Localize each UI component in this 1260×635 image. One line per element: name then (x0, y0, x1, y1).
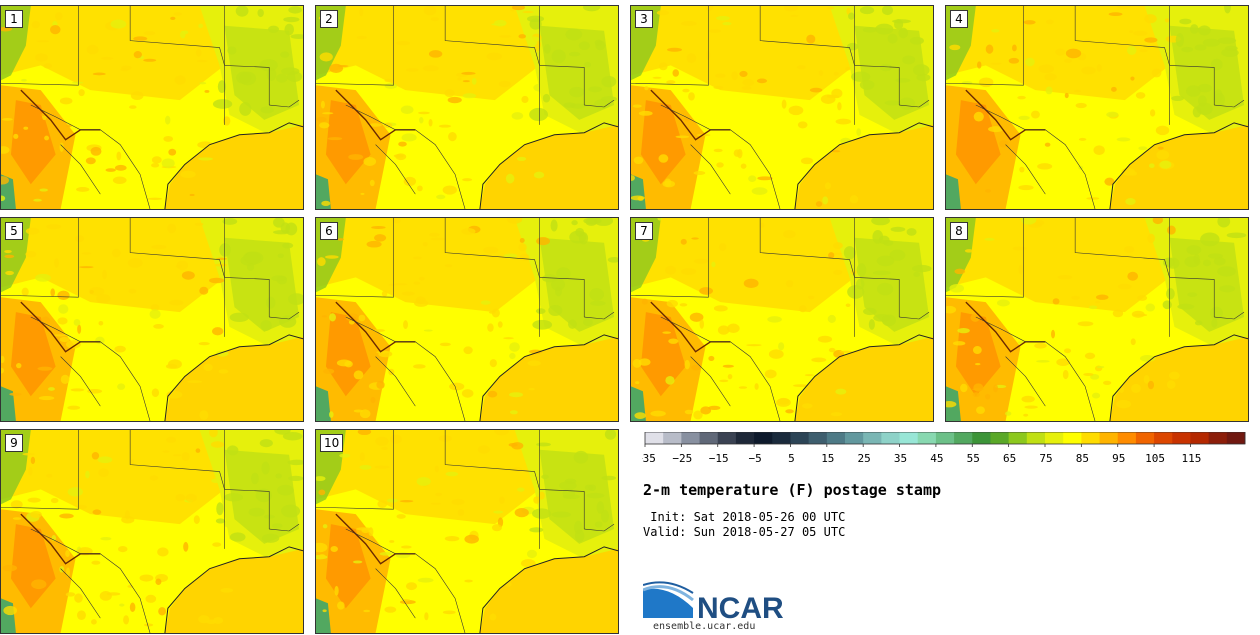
colorbar-tick-label: 15 (821, 452, 834, 465)
colorbar-swatch (1190, 432, 1210, 444)
colorbar-tick-label: 115 (1182, 452, 1202, 465)
colorbar-tick-label: 95 (1112, 452, 1125, 465)
colorbar-swatch (863, 432, 882, 444)
map-panel-6: 6 (315, 217, 619, 422)
colorbar-swatch (1026, 432, 1046, 444)
colorbar-frame (644, 432, 1246, 445)
panel-number: 10 (320, 434, 344, 452)
colorbar-swatch (826, 432, 846, 444)
logo-text: NCAR (697, 592, 784, 622)
colorbar-swatch (790, 432, 810, 444)
colorbar-tick-label: 65 (1003, 452, 1016, 465)
map-panel-7: 7 (630, 217, 934, 422)
colorbar-swatch (1008, 432, 1028, 444)
colorbar-swatch (1081, 432, 1100, 444)
colorbar-tick-label: −35 (642, 452, 656, 465)
colorbar-swatch (645, 432, 664, 444)
colorbar-swatch (935, 432, 955, 444)
colorbar-swatch (990, 432, 1010, 444)
colorbar-swatch (1135, 432, 1155, 444)
colorbar-swatch (881, 432, 900, 444)
colorbar-tick-label: −25 (672, 452, 692, 465)
panel-number: 6 (320, 222, 338, 240)
colorbar-tick-label: 105 (1145, 452, 1165, 465)
map-panel-4: 4 (945, 5, 1249, 210)
init-time: Init: Sat 2018-05-26 00 UTC (643, 510, 846, 524)
colorbar-swatch (972, 432, 991, 444)
colorbar-swatch (1154, 432, 1173, 444)
colorbar-swatch (699, 432, 719, 444)
colorbar-swatch (1117, 432, 1137, 444)
panel-number: 5 (5, 222, 23, 240)
colorbar-swatch (663, 432, 682, 444)
colorbar-swatch (1226, 432, 1246, 444)
colorbar-swatch (808, 432, 828, 444)
panel-number: 7 (635, 222, 653, 240)
colorbar-swatch (1045, 432, 1064, 444)
colorbar-tick-label: −5 (748, 452, 761, 465)
colorbar-swatch (1099, 432, 1119, 444)
colorbar-swatch (754, 432, 773, 444)
colorbar-tick-label: −15 (709, 452, 729, 465)
map-panel-9: 9 (0, 429, 304, 634)
colorbar-swatch (681, 432, 700, 444)
panel-number: 1 (5, 10, 23, 28)
valid-time: Valid: Sun 2018-05-27 05 UTC (643, 525, 846, 539)
ncar-logo: NCAR (643, 581, 784, 622)
colorbar-tick-label: 85 (1076, 452, 1089, 465)
panel-number: 2 (320, 10, 338, 28)
colorbar-swatch (954, 432, 973, 444)
map-panel-1: 1 (0, 5, 304, 210)
panel-number: 4 (950, 10, 968, 28)
colorbar-swatch (899, 432, 919, 444)
chart-title: 2-m temperature (F) postage stamp (643, 481, 942, 499)
colorbar-tick-label: 55 (967, 452, 980, 465)
colorbar-swatch (735, 432, 755, 444)
panel-number: 3 (635, 10, 653, 28)
colorbar-tick-label: 35 (894, 452, 907, 465)
colorbar-tick-label: 5 (788, 452, 795, 465)
map-panel-8: 8 (945, 217, 1249, 422)
map-panel-3: 3 (630, 5, 934, 210)
colorbar-swatch (917, 432, 937, 444)
colorbar-tick-label: 25 (858, 452, 871, 465)
colorbar-swatch (1172, 432, 1191, 444)
colorbar-tick-label: 45 (930, 452, 943, 465)
panel-number: 8 (950, 222, 968, 240)
colorbar-swatch (1063, 432, 1082, 444)
website-url: ensemble.ucar.edu (653, 621, 756, 632)
colorbar-tick-label: 75 (1039, 452, 1052, 465)
colorbar-swatch (772, 432, 791, 444)
colorbar-swatch (845, 432, 864, 444)
map-panel-2: 2 (315, 5, 619, 210)
temperature-colorbar: −35 −25 −15 −5 5 15 25 35 45 55 65 75 85 95 105 115 (642, 432, 1246, 465)
colorbar-swatch (1208, 432, 1228, 444)
map-panel-5: 5 (0, 217, 304, 422)
colorbar-swatch (717, 432, 737, 444)
panel-number: 9 (5, 434, 23, 452)
map-panel-10: 10 (315, 429, 619, 634)
